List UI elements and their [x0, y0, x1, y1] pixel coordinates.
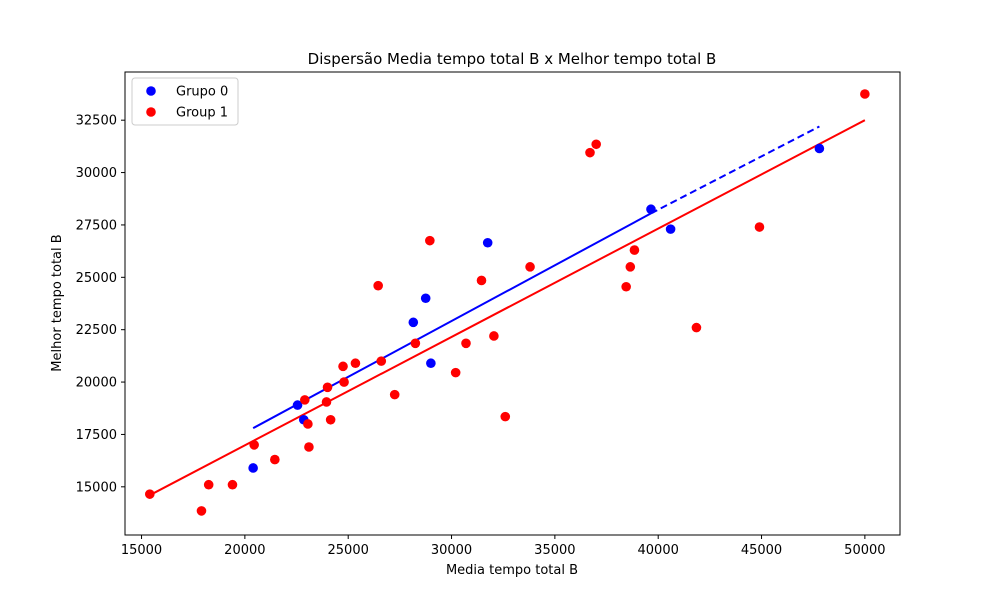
data-point-series-1	[270, 454, 280, 465]
data-point-series-1	[227, 479, 238, 490]
data-point-series-1	[322, 382, 333, 393]
data-point-series-1	[373, 280, 383, 291]
data-point-series-0	[814, 143, 825, 154]
data-point-series-1	[300, 395, 310, 405]
data-point-series-1	[476, 275, 487, 286]
data-point-series-1	[350, 358, 361, 369]
data-point-series-1	[489, 331, 499, 341]
data-point-series-0	[426, 358, 436, 369]
data-point-series-1	[629, 245, 640, 255]
x-axis: 15000 20000 25000 30000 35000 40000 45000 50000	[121, 535, 886, 558]
data-point-series-1	[145, 489, 155, 499]
data-point-series-1	[591, 139, 601, 150]
data-point-series-1	[461, 338, 471, 349]
legend-label: Grupo 0	[176, 85, 228, 100]
data-point-series-1	[860, 89, 870, 99]
x-tick-label: 35000	[534, 543, 575, 558]
data-point-series-1	[585, 147, 595, 158]
data-point-series-0	[292, 400, 303, 410]
y-tick-label: 25000	[76, 271, 117, 286]
x-tick-label: 40000	[638, 543, 679, 558]
y-tick-label: 17500	[76, 428, 117, 443]
data-point-series-1	[625, 262, 636, 272]
data-point-series-1	[450, 367, 461, 378]
y-tick-label: 27500	[76, 218, 117, 233]
data-point-series-1	[425, 235, 435, 246]
fit-line-series-0	[252, 212, 652, 430]
data-point-series-1	[249, 440, 259, 450]
data-point-series-1	[321, 397, 332, 407]
data-point-series-1	[376, 356, 387, 366]
x-tick-label: 20000	[224, 543, 265, 558]
chart-title: Dispersão Media tempo total B x Melhor t…	[308, 50, 717, 68]
y-tick-label: 22500	[76, 323, 117, 338]
legend-marker	[146, 107, 156, 117]
plot-area	[145, 89, 870, 516]
plot-frame	[124, 71, 901, 536]
data-point-series-0	[646, 204, 656, 215]
y-tick-label: 15000	[76, 480, 117, 495]
data-point-series-1	[621, 281, 631, 292]
legend-label: Group 1	[176, 106, 228, 121]
y-tick-label: 30000	[76, 166, 117, 181]
legend-marker	[146, 86, 156, 96]
y-tick-label: 20000	[76, 376, 117, 391]
data-point-series-1	[325, 414, 336, 425]
data-point-series-1	[525, 262, 535, 272]
x-tick-label: 30000	[431, 543, 472, 558]
data-point-series-0	[248, 463, 258, 473]
data-point-series-1	[691, 322, 702, 333]
legend-box	[131, 77, 239, 126]
data-point-series-1	[389, 389, 400, 400]
data-point-series-1	[304, 442, 314, 452]
fit-line-series-1	[149, 119, 866, 497]
data-point-series-1	[338, 361, 348, 372]
data-point-series-1	[500, 411, 511, 422]
legend: Grupo 0 Group 1	[131, 77, 239, 126]
data-point-series-0	[665, 224, 676, 234]
x-tick-label: 50000	[844, 543, 885, 558]
data-point-series-1	[203, 479, 214, 490]
data-point-series-0	[420, 293, 431, 304]
data-point-series-1	[339, 377, 349, 387]
data-point-series-0	[408, 317, 419, 328]
x-axis-title: Media tempo total B	[446, 563, 578, 578]
data-point-series-1	[754, 222, 765, 232]
data-point-series-1	[196, 506, 207, 516]
x-tick-label: 15000	[121, 543, 162, 558]
x-tick-label: 25000	[328, 543, 369, 558]
y-axis: 15000 17500 20000 22500 25000 27500 30000 32500	[76, 114, 125, 495]
y-tick-label: 32500	[76, 114, 117, 129]
data-point-series-1	[303, 419, 313, 429]
x-tick-label: 45000	[741, 543, 782, 558]
data-point-series-1	[410, 338, 421, 349]
fit-line-extension-series-0	[650, 125, 820, 215]
data-point-series-0	[482, 237, 493, 248]
y-axis-title: Melhor tempo total B	[50, 234, 65, 371]
